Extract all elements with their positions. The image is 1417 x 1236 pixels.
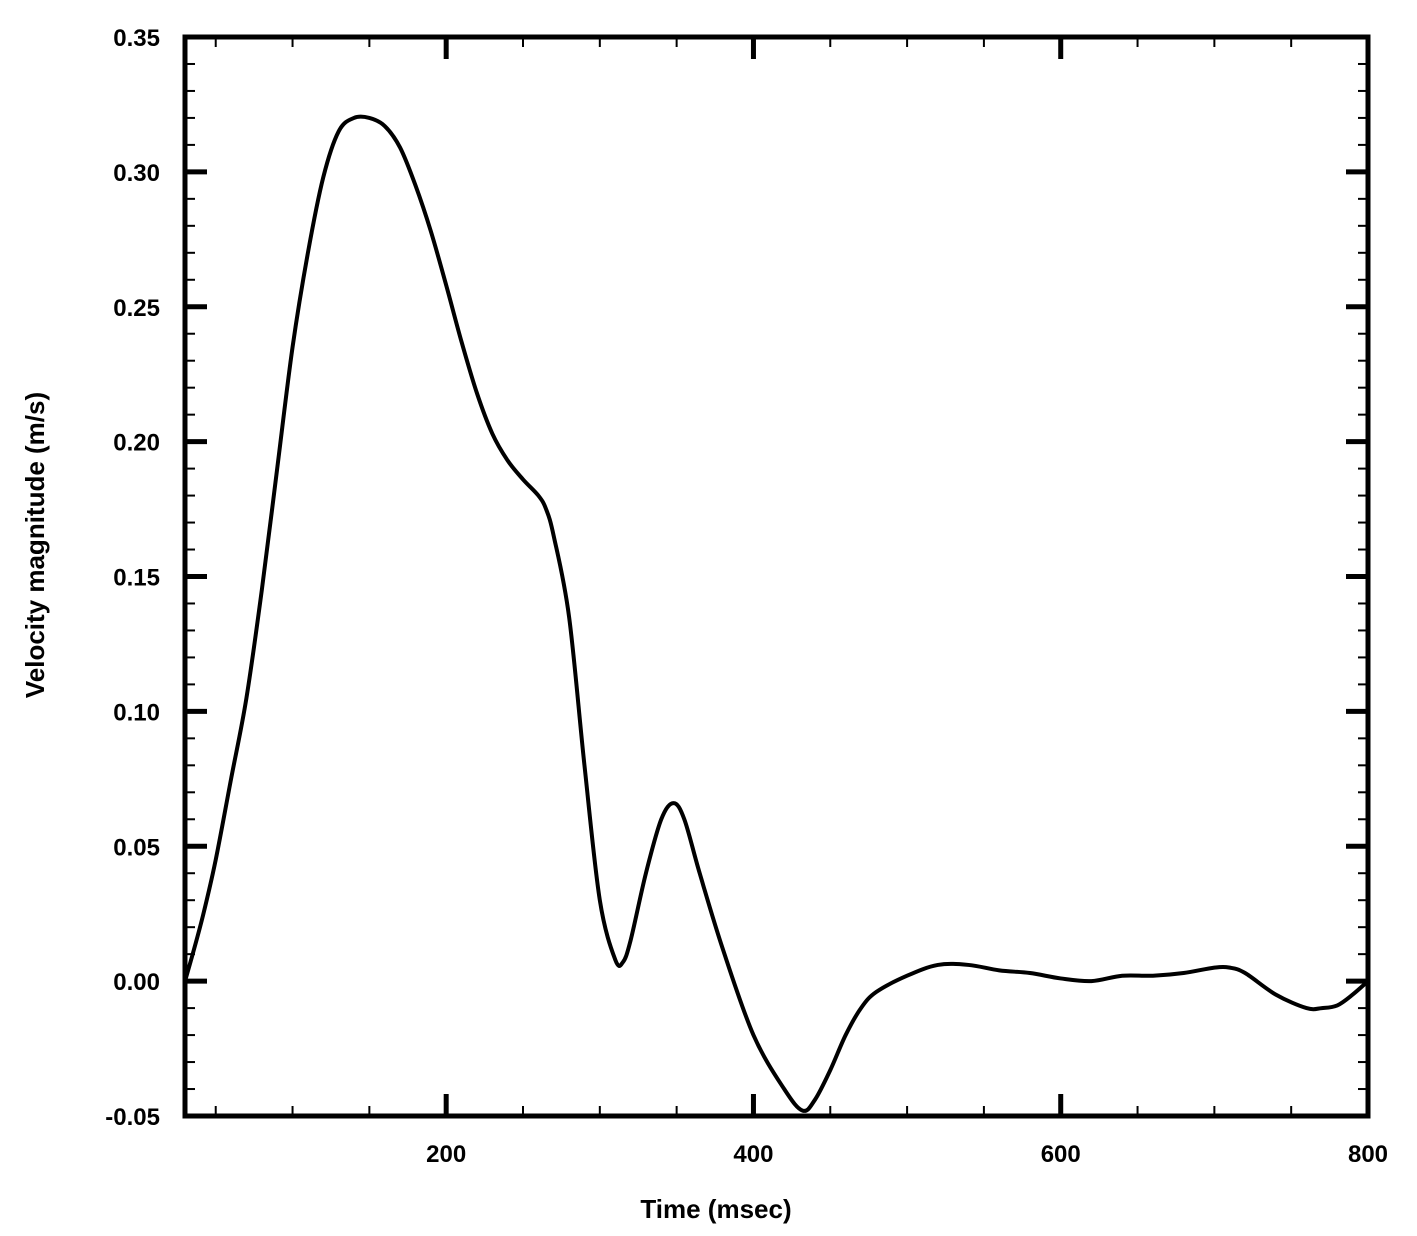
y-axis-title: Velocity magnitude (m/s)	[20, 392, 50, 698]
y-tick-label: 0.20	[113, 430, 160, 457]
y-tick-label: 0.05	[113, 834, 160, 861]
x-tick-label: 600	[1041, 1141, 1081, 1168]
velocity-series-line	[183, 114, 1370, 1113]
x-tick-labels: 200 400 600 800	[426, 1141, 1388, 1168]
y-tick-label: -0.05	[105, 1104, 160, 1131]
y-tick-label: 0.00	[113, 969, 160, 996]
plot-frame	[182, 34, 1371, 1119]
x-axis-title: Time (msec)	[640, 1194, 791, 1224]
y-tick-label: 0.10	[113, 699, 160, 726]
major-ticks	[185, 34, 1371, 1119]
y-tick-label: 0.25	[113, 295, 160, 322]
x-tick-label: 200	[426, 1141, 466, 1168]
x-tick-label: 800	[1348, 1141, 1388, 1168]
x-tick-label: 400	[733, 1141, 773, 1168]
y-tick-label: 0.35	[113, 25, 160, 52]
y-tick-label: 0.15	[113, 565, 160, 592]
y-tick-labels: -0.05 0.00 0.05 0.10 0.15 0.20 0.25 0.30 0.35	[105, 25, 160, 1131]
minor-ticks	[185, 36, 1369, 1117]
y-tick-label: 0.30	[113, 160, 160, 187]
